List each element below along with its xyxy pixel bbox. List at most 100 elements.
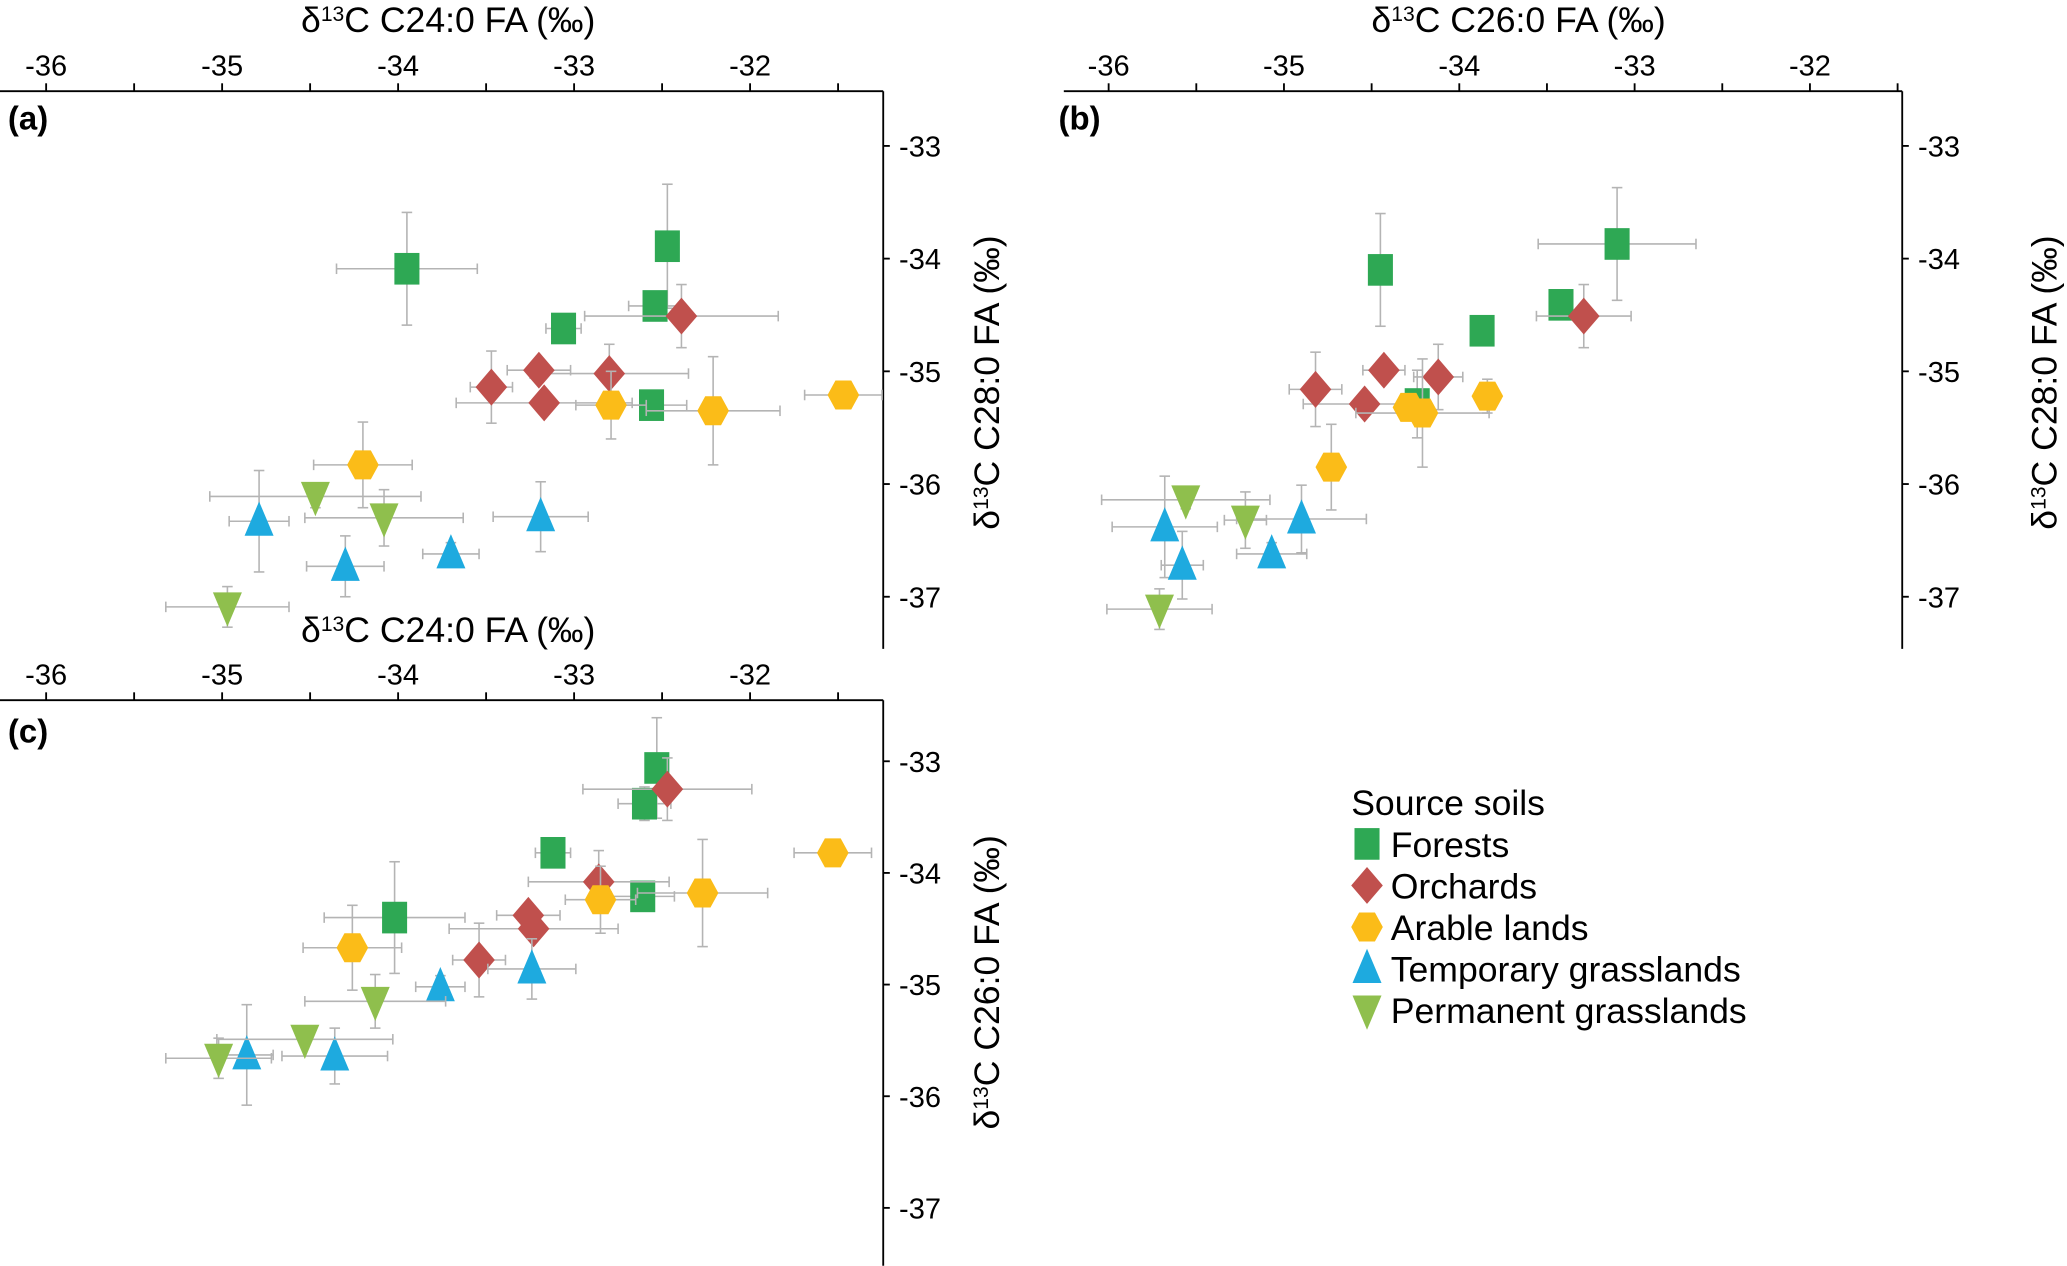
panel-c-y-axis-title: δ13C C26:0 FA (‰)	[967, 835, 1007, 1129]
x-tick-label: -36	[25, 50, 67, 82]
data-point-permanent	[1171, 485, 1201, 520]
data-point-arable	[336, 933, 369, 963]
data-point-forests	[394, 252, 420, 285]
y-tick-label: -35	[899, 970, 941, 1002]
y-tick-label: -37	[899, 582, 941, 614]
data-point-temporary	[436, 534, 466, 569]
data-point-orchards	[1348, 385, 1381, 423]
data-point-permanent	[290, 1024, 320, 1060]
panel-b-label: (b)	[1059, 99, 1101, 136]
panel-a-x-axis-title: δ13C C24:0 FA (‰)	[301, 0, 595, 40]
legend-label: Orchards	[1391, 867, 1537, 907]
y-tick-label: -33	[899, 131, 941, 163]
x-tick-label: -33	[553, 50, 595, 82]
series-temporary	[228, 469, 589, 598]
x-tick-label: -32	[1789, 50, 1831, 82]
data-point-permanent	[360, 986, 390, 1022]
data-point-orchards	[1567, 297, 1600, 335]
x-tick-label: -32	[729, 50, 771, 82]
x-tick-label: -34	[1438, 50, 1480, 82]
data-point-arable	[595, 390, 627, 420]
data-point-orchards	[1368, 351, 1400, 389]
legend-item-temporary: Temporary grasslands	[1352, 948, 1741, 990]
data-point-temporary	[1167, 545, 1197, 580]
x-tick-label: -36	[25, 659, 67, 691]
series-forests	[323, 716, 676, 975]
legend-item-orchards: Orchards	[1351, 867, 1537, 907]
data-point-forests	[540, 837, 566, 869]
series-permanent	[165, 481, 465, 628]
data-point-temporary	[1150, 507, 1180, 542]
data-point-forests	[642, 290, 668, 322]
data-point-forests	[1604, 228, 1630, 260]
data-point-orchards	[651, 770, 684, 808]
x-tick-label: -33	[1614, 50, 1656, 82]
data-point-arable	[1471, 381, 1504, 411]
series-arable	[1315, 358, 1504, 511]
legend-label: Forests	[1391, 825, 1510, 865]
data-point-arable	[697, 396, 729, 426]
x-tick-label: -35	[1263, 50, 1305, 82]
data-point-forests	[1367, 254, 1393, 286]
legend-marker-arable	[1351, 912, 1383, 942]
series-permanent	[165, 973, 447, 1080]
legend-title: Source soils	[1351, 783, 1545, 823]
data-point-permanent	[369, 503, 399, 538]
series-forests	[335, 183, 688, 421]
data-point-arable	[1406, 398, 1439, 428]
x-tick-label: -36	[1088, 50, 1130, 82]
panel-b: δ13C C26:0 FA (‰) (b) -36 -35 -34 -33 -32 -33…	[1059, 0, 2064, 649]
data-point-forests	[630, 880, 656, 913]
panel-c-x-axis-title: δ13C C24:0 FA (‰)	[301, 610, 595, 650]
legend-item-arable: Arable lands	[1351, 908, 1589, 948]
series-permanent	[1100, 485, 1271, 631]
data-point-orchards	[1422, 358, 1455, 396]
data-point-permanent	[1144, 594, 1174, 629]
legend-label: Permanent grasslands	[1391, 991, 1747, 1031]
data-point-orchards	[463, 941, 495, 979]
x-tick-label: -35	[201, 50, 243, 82]
panel-a: δ13C C24:0 FA (‰) (a) -36 -35 -34 -33 -32 -33…	[0, 0, 1007, 649]
series-arable	[312, 355, 883, 509]
data-point-temporary	[425, 967, 455, 1002]
y-tick-label: -33	[1918, 131, 1960, 163]
panel-b-y-axis-title: δ13C C28:0 FA (‰)	[2024, 235, 2064, 529]
y-tick-label: -37	[899, 1193, 941, 1225]
data-point-temporary	[517, 949, 547, 984]
data-point-forests	[551, 312, 577, 345]
data-point-orchards	[1299, 370, 1332, 408]
panel-a-y-axis-title: δ13C C28:0 FA (‰)	[967, 235, 1007, 529]
data-point-orchards	[528, 384, 560, 422]
data-point-orchards	[475, 368, 508, 406]
y-tick-label: -36	[899, 1082, 941, 1114]
data-point-temporary	[1257, 534, 1287, 569]
data-point-permanent	[204, 1043, 234, 1079]
data-point-temporary	[330, 546, 360, 581]
data-point-arable	[686, 878, 719, 908]
y-tick-label: -34	[899, 244, 941, 276]
y-tick-label: -35	[899, 357, 941, 389]
data-point-orchards	[665, 297, 698, 335]
data-point-permanent	[212, 592, 242, 627]
legend-label: Arable lands	[1391, 908, 1589, 948]
data-point-forests	[382, 901, 408, 934]
panel-b-x-axis-title: δ13C C26:0 FA (‰)	[1371, 0, 1665, 40]
x-tick-label: -33	[553, 659, 595, 691]
data-point-arable	[584, 885, 617, 915]
data-point-forests	[631, 787, 658, 820]
data-point-forests	[1469, 314, 1495, 347]
legend-marker-temporary	[1352, 948, 1382, 983]
y-tick-label: -35	[1918, 357, 1960, 389]
y-tick-label: -34	[899, 858, 941, 890]
series-temporary	[1111, 475, 1368, 600]
x-tick-label: -34	[377, 659, 419, 691]
x-tick-label: -32	[729, 659, 771, 691]
y-tick-label: -33	[899, 747, 941, 779]
legend-item-permanent: Permanent grasslands	[1352, 991, 1747, 1031]
data-point-forests	[654, 230, 680, 263]
y-tick-label: -36	[1918, 470, 1960, 502]
legend-item-forests: Forests	[1354, 825, 1509, 865]
panel-a-label: (a)	[8, 99, 48, 136]
